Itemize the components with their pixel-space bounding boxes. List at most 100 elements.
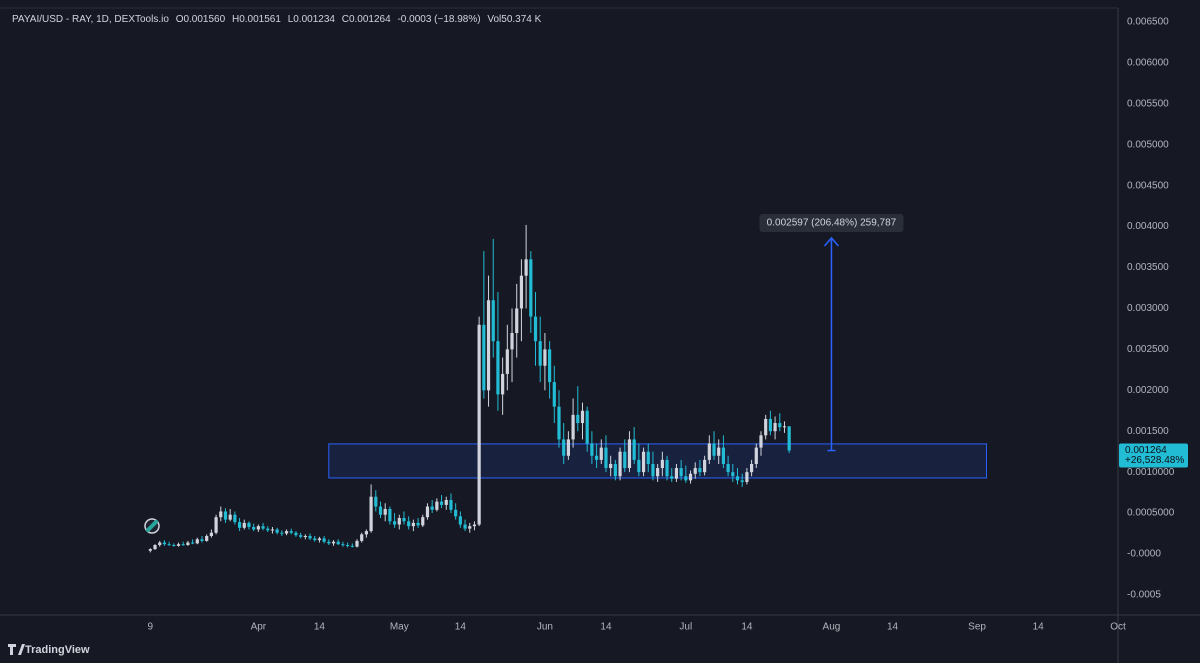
candle-body (214, 517, 218, 533)
event-icon[interactable] (144, 518, 160, 534)
x-tick-label: Jun (537, 622, 553, 633)
y-tick-label: 0.001500 (1127, 426, 1169, 437)
candle-body (501, 373, 505, 395)
candle-body (378, 506, 383, 515)
candle-body (576, 414, 580, 424)
candle-body (707, 443, 711, 460)
candle-body (383, 508, 387, 515)
candle-body (223, 511, 228, 520)
y-tick-label: 0.0005000 (1127, 508, 1175, 519)
candle-body (496, 341, 500, 395)
x-tick-label: Jul (679, 622, 692, 633)
candle-body (289, 531, 293, 533)
candle-body (327, 541, 331, 544)
candle-body (609, 463, 613, 469)
candle-body (346, 545, 350, 547)
candle-body (242, 522, 246, 528)
candle-body (566, 439, 570, 456)
candle-body (623, 451, 627, 469)
candle-body (336, 541, 340, 545)
candle-body (176, 544, 181, 546)
candle-body (637, 459, 641, 473)
candle-body (660, 459, 664, 469)
y-tick-label: 0.006000 (1127, 57, 1169, 68)
candle-body (533, 316, 538, 342)
last-price-tag (1119, 443, 1188, 468)
y-tick-label: 0.003500 (1127, 262, 1169, 273)
y-tick-label: 0.003000 (1127, 303, 1169, 314)
candle-body (392, 521, 397, 525)
candle-body (425, 506, 430, 518)
high: H0.001561 (232, 14, 281, 25)
candle-body (580, 410, 585, 424)
candle-body (543, 349, 547, 366)
candle-body (740, 480, 744, 482)
measure-label-box (759, 213, 904, 232)
candle-body (190, 542, 195, 544)
candle-body (322, 538, 326, 542)
candle-body (430, 506, 434, 510)
candle-body (374, 496, 378, 507)
candle-body (721, 447, 726, 464)
candle-body (679, 468, 683, 477)
candle-body (411, 522, 415, 527)
candle-body (698, 468, 702, 473)
candle-body (627, 439, 632, 469)
y-tick-label: 0.002000 (1127, 385, 1169, 396)
volume: Vol50.374 K (487, 14, 541, 25)
candle-body (571, 414, 575, 440)
candle-body (472, 524, 477, 527)
candle-body (195, 539, 199, 544)
x-tick-label: May (390, 622, 409, 633)
candle-body (590, 443, 594, 456)
candle-body (454, 509, 458, 517)
candle-body (200, 539, 204, 541)
x-tick-label: 14 (887, 622, 899, 633)
candle-body (181, 544, 185, 546)
candle-body (350, 545, 354, 547)
candle-body (439, 501, 444, 505)
candle-body (449, 499, 453, 510)
candle-body (270, 529, 275, 531)
y-tick-label: 0.005000 (1127, 139, 1169, 150)
candle-body (153, 545, 157, 550)
candle-body (308, 536, 312, 539)
x-tick-label: 14 (1033, 622, 1045, 633)
candle-body (538, 341, 542, 366)
x-tick-label: 14 (600, 622, 612, 633)
x-tick-label: Sep (968, 622, 986, 633)
candle-body (303, 536, 307, 538)
candle-body (693, 468, 697, 474)
x-tick-label: 14 (455, 622, 467, 633)
candle-body (397, 517, 401, 525)
y-tick-label: 0.002500 (1127, 344, 1169, 355)
candle-body (458, 516, 462, 525)
open: O0.001560 (176, 14, 226, 25)
x-tick-label: Aug (823, 622, 841, 633)
candle-body (172, 545, 176, 547)
y-tick-label: 0.005500 (1127, 98, 1169, 109)
candle-body (416, 522, 420, 526)
candle-body (515, 308, 519, 333)
candle-body (735, 476, 740, 481)
x-tick-label: Apr (251, 622, 267, 633)
measure-label: 0.002597 (206.48%) 259,787 (767, 218, 897, 229)
candle-body (613, 463, 617, 477)
candle-body (782, 426, 787, 428)
candle-body (712, 443, 716, 456)
candle-body (726, 463, 730, 473)
candle-body (486, 300, 491, 391)
tradingview-logo[interactable]: TradingView (8, 644, 90, 656)
candle-body (482, 324, 486, 391)
candle-body (505, 349, 509, 374)
candle-body (463, 524, 467, 529)
candle-body (703, 459, 707, 473)
candle-body (317, 538, 322, 541)
candle-body (294, 532, 298, 536)
candle-body (261, 526, 265, 529)
candle-body (749, 463, 754, 473)
candle-body (562, 439, 566, 456)
candle-body (519, 275, 524, 309)
candle-body (656, 468, 660, 477)
candle-body (594, 455, 599, 460)
